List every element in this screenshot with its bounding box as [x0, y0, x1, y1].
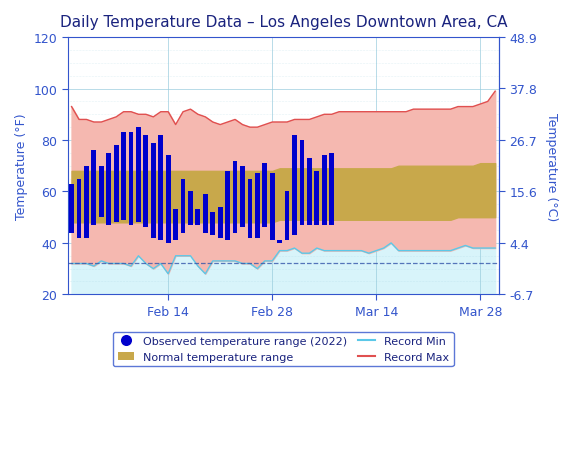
Bar: [307, 159, 312, 226]
Bar: [136, 128, 141, 223]
Bar: [322, 156, 327, 226]
Title: Daily Temperature Data – Los Angeles Downtown Area, CA: Daily Temperature Data – Los Angeles Dow…: [60, 15, 507, 30]
Bar: [77, 179, 81, 238]
Bar: [210, 213, 215, 236]
Bar: [69, 184, 74, 233]
Bar: [128, 133, 134, 226]
Bar: [255, 174, 260, 238]
Bar: [180, 179, 186, 233]
Bar: [84, 167, 89, 238]
Bar: [143, 136, 148, 228]
Legend: Observed temperature range (2022), Normal temperature range, Record Min, Record : Observed temperature range (2022), Norma…: [113, 332, 454, 366]
Bar: [99, 167, 104, 218]
Bar: [166, 156, 171, 243]
Bar: [195, 210, 201, 226]
Bar: [203, 195, 208, 233]
Bar: [285, 192, 289, 241]
Bar: [121, 133, 126, 220]
Bar: [151, 143, 156, 238]
Bar: [300, 141, 304, 226]
Bar: [188, 192, 193, 226]
Bar: [233, 161, 237, 233]
Y-axis label: Temperature (°F): Temperature (°F): [15, 113, 28, 219]
Bar: [315, 171, 319, 226]
Bar: [92, 151, 96, 226]
Bar: [270, 174, 274, 241]
Bar: [329, 154, 334, 226]
Bar: [173, 210, 178, 241]
Bar: [248, 179, 252, 238]
Bar: [262, 164, 267, 228]
Bar: [113, 146, 119, 223]
Bar: [277, 241, 282, 243]
Bar: [240, 167, 245, 228]
Bar: [158, 136, 163, 241]
Bar: [107, 154, 111, 226]
Bar: [218, 208, 222, 238]
Bar: [225, 171, 230, 241]
Bar: [292, 136, 297, 236]
Y-axis label: Temperature (°C): Temperature (°C): [545, 112, 558, 220]
